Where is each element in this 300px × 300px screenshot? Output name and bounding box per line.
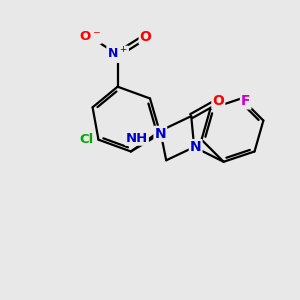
Text: N$^+$: N$^+$ <box>107 47 128 62</box>
Text: O$^-$: O$^-$ <box>79 30 101 43</box>
Text: F: F <box>241 94 250 108</box>
Text: N: N <box>190 140 202 154</box>
Text: Cl: Cl <box>80 133 94 146</box>
Text: NH: NH <box>126 132 148 145</box>
Text: N: N <box>154 127 166 141</box>
Text: O: O <box>140 30 152 44</box>
Text: O: O <box>212 94 224 108</box>
